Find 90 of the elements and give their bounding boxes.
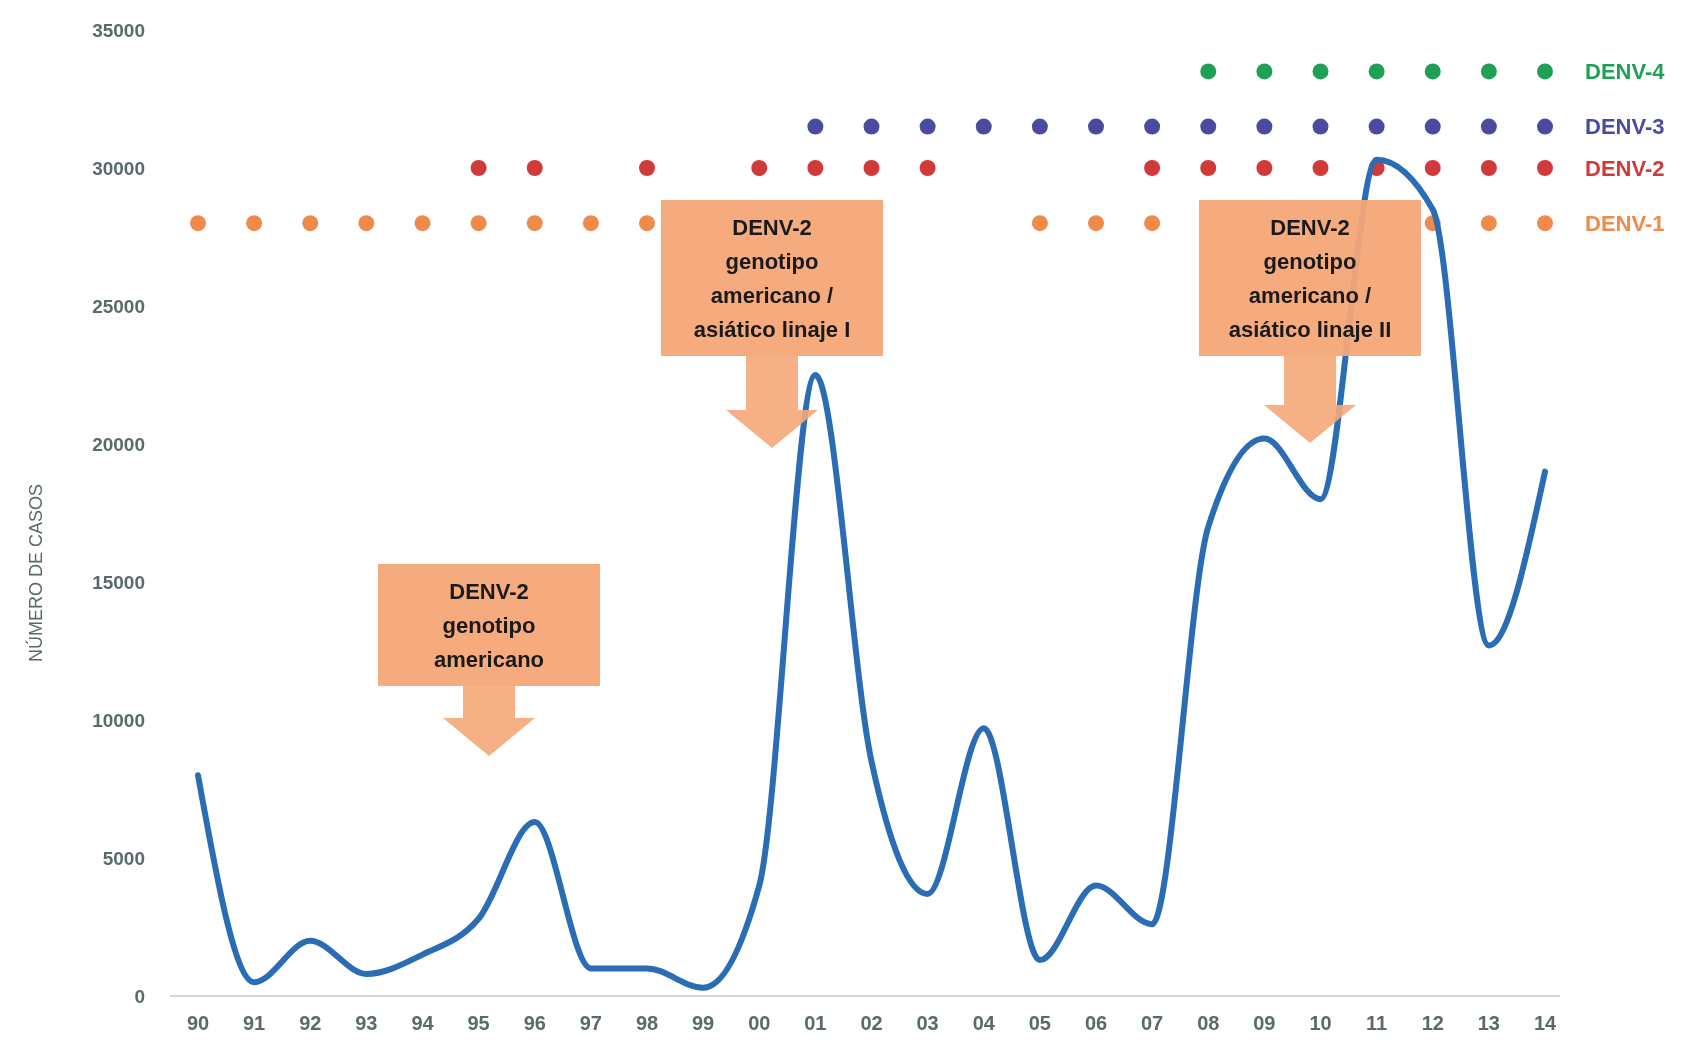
point — [582, 215, 599, 232]
x-tick-label: 05 — [1028, 1012, 1051, 1034]
x-tick-label: 08 — [1197, 1012, 1220, 1034]
point — [1537, 118, 1553, 135]
point — [1368, 118, 1385, 135]
x-tick-label: 14 — [1533, 1012, 1557, 1034]
y-tick-label: 30000 — [92, 157, 145, 179]
y-tick-label: 0 — [134, 985, 145, 1007]
x-tick-label: 11 — [1366, 1012, 1388, 1034]
point — [1424, 63, 1441, 80]
point — [1256, 160, 1273, 176]
x-tick-label: 07 — [1141, 1012, 1164, 1034]
point — [358, 215, 375, 232]
point — [919, 118, 936, 135]
x-tick-label: 06 — [1084, 1012, 1108, 1034]
annotation: DENV-2 genotipo americano / asiático linaje II — [1228, 215, 1392, 343]
point — [302, 215, 319, 232]
point — [1480, 215, 1497, 232]
x-tick-label: 10 — [1309, 1012, 1332, 1034]
point — [1088, 215, 1104, 232]
point — [526, 215, 543, 232]
point — [1200, 118, 1217, 135]
x-tick-label: 09 — [1253, 1012, 1276, 1034]
x-tick-label: 98 — [635, 1012, 659, 1034]
y-tick-label: 25000 — [92, 295, 145, 317]
x-tick-label: 13 — [1477, 1012, 1500, 1034]
series-label: DENV-4 — [1585, 59, 1666, 85]
point — [470, 160, 487, 176]
point — [526, 160, 543, 176]
point — [1200, 63, 1217, 80]
point — [863, 118, 880, 135]
point — [1312, 160, 1329, 176]
series-label: DENV-1 — [1585, 210, 1665, 236]
x-tick-label: 93 — [355, 1012, 378, 1034]
point — [1088, 118, 1104, 135]
x-tick-label: 01 — [804, 1012, 827, 1034]
point — [1312, 63, 1329, 80]
point — [1144, 160, 1161, 176]
point — [1480, 63, 1497, 80]
point — [1424, 118, 1441, 135]
point — [1200, 160, 1217, 176]
point — [1144, 215, 1161, 232]
x-tick-label: 90 — [186, 1012, 210, 1034]
point — [190, 215, 206, 232]
point — [414, 215, 431, 232]
x-tick-label: 02 — [860, 1012, 883, 1034]
annotation: DENV-2 genotipo americano — [433, 579, 545, 673]
point — [751, 160, 768, 176]
annotation: DENV-2 genotipo americano / asiático linaje I — [693, 215, 851, 343]
y-tick-label: 10000 — [92, 709, 145, 731]
y-axis-title: NÚMERO DE CASOS — [25, 483, 46, 663]
x-tick-label: 92 — [299, 1012, 322, 1034]
x-tick-label: 03 — [916, 1012, 939, 1034]
x-tick-label: 94 — [411, 1012, 435, 1034]
point — [863, 160, 880, 176]
point — [639, 160, 655, 176]
x-tick-label: 12 — [1421, 1012, 1444, 1034]
x-tick-label: 91 — [243, 1012, 266, 1034]
point — [1031, 215, 1048, 232]
y-tick-label: 35000 — [92, 19, 145, 41]
series-label: DENV-3 — [1585, 114, 1665, 140]
point — [975, 118, 992, 135]
point — [246, 215, 263, 232]
point — [1312, 118, 1329, 135]
x-tick-label: 00 — [748, 1012, 771, 1034]
y-tick-label: 20000 — [92, 433, 145, 455]
point — [1144, 118, 1161, 135]
point — [1031, 118, 1048, 135]
point — [470, 215, 487, 232]
x-tick-label: 97 — [579, 1012, 602, 1034]
point — [1537, 63, 1553, 80]
point — [1537, 215, 1553, 232]
point — [807, 118, 824, 135]
point — [639, 215, 655, 232]
x-tick-label: 96 — [523, 1012, 546, 1034]
y-tick-label: 5000 — [102, 847, 145, 869]
x-tick-label: 04 — [972, 1012, 996, 1034]
point — [1537, 160, 1553, 176]
point — [807, 160, 824, 176]
x-tick-label: 99 — [692, 1012, 715, 1034]
point — [1424, 160, 1441, 176]
point — [1256, 118, 1273, 135]
point — [1256, 63, 1273, 80]
series-label: DENV-2 — [1585, 155, 1665, 181]
x-tick-label: 95 — [467, 1012, 490, 1034]
point — [1480, 160, 1497, 176]
point — [1368, 63, 1385, 80]
y-tick-label: 15000 — [92, 571, 145, 593]
point — [1480, 118, 1497, 135]
point — [919, 160, 936, 176]
